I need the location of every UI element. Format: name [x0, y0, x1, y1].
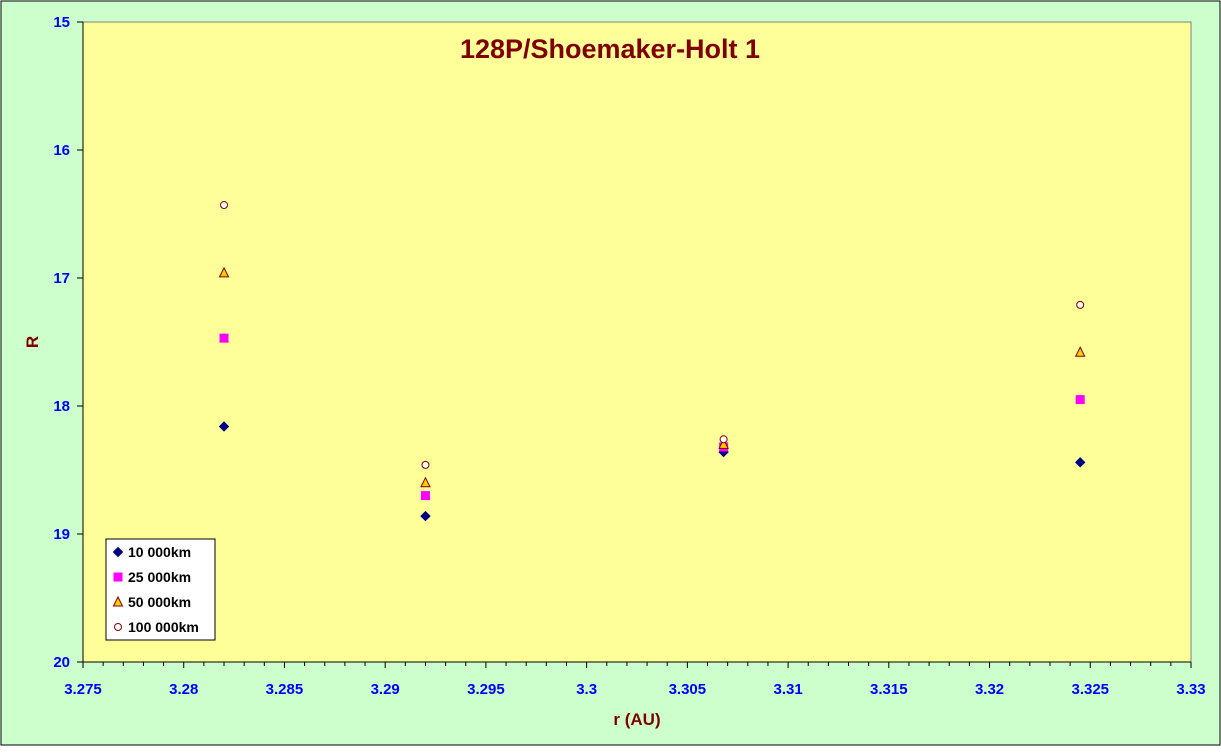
x-tick-label: 3.33	[1176, 681, 1205, 698]
data-point-square	[219, 333, 229, 343]
x-axis-ticks: 3.275 3.28 3.285 3.29 3.295 3.3 3.305 3.31 3.315…	[64, 662, 1206, 698]
legend-marker-square	[113, 572, 123, 582]
legend-label: 100 000km	[128, 619, 199, 635]
axes	[82, 22, 1191, 663]
legend-label: 50 000km	[128, 594, 191, 610]
data-point-triangle	[718, 438, 729, 449]
data-point-triangle	[1074, 346, 1086, 357]
legend-box	[105, 538, 216, 641]
x-tick-label: 3.28	[169, 681, 198, 698]
y-tick-label: 18	[53, 398, 70, 415]
x-tick-label: 3.325	[1071, 681, 1109, 698]
y-axis-ticks: 15 16 17 18 19 20	[53, 14, 83, 671]
data-point-diamond	[420, 510, 431, 522]
x-tick-label: 3.285	[266, 681, 304, 698]
y-tick-label: 16	[53, 142, 70, 159]
legend-marker-circle	[114, 623, 122, 631]
data-point-triangle	[218, 266, 230, 278]
data-point-diamond	[218, 421, 230, 432]
data-point-circle	[220, 201, 229, 210]
data-point-circle	[1076, 300, 1085, 309]
legend: 10 000km 25 000km 50 000km 100 000km	[105, 538, 216, 641]
data-point-square	[420, 491, 430, 501]
data-point-diamond	[1074, 457, 1086, 468]
x-tick-label: 3.315	[870, 681, 908, 698]
data-point-square	[1075, 395, 1085, 405]
x-tick-label: 3.32	[975, 681, 1004, 698]
data-point-circle	[719, 435, 728, 444]
legend-label: 10 000km	[128, 544, 191, 560]
legend-marker-diamond	[112, 546, 124, 558]
y-tick-label: 19	[53, 526, 70, 543]
legend-label: 25 000km	[128, 569, 191, 585]
data-points	[218, 201, 1086, 522]
x-tick-label: 3.295	[467, 681, 505, 698]
x-tick-label: 3.275	[64, 681, 102, 698]
x-tick-label: 3.29	[371, 681, 400, 698]
y-tick-label: 17	[53, 270, 70, 287]
plot-area	[82, 21, 1192, 663]
y-tick-label: 15	[53, 14, 70, 31]
legend-marker-triangle	[112, 595, 124, 607]
chart-title: 128P/Shoemaker-Holt 1	[460, 34, 760, 64]
x-tick-label: 3.305	[669, 681, 707, 698]
y-tick-label: 20	[53, 654, 70, 671]
x-axis-label: r (AU)	[613, 710, 660, 729]
data-point-circle	[421, 460, 430, 469]
x-tick-label: 3.31	[773, 681, 802, 698]
x-tick-label: 3.3	[576, 681, 597, 698]
data-point-triangle	[420, 476, 431, 488]
y-axis-label: R	[23, 336, 42, 348]
